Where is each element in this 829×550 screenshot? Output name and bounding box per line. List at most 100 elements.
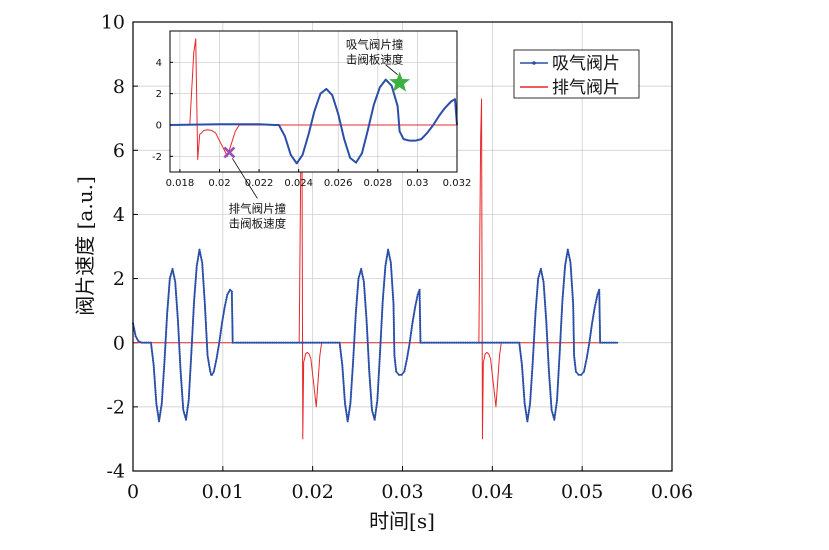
main-series-intake-point [360, 270, 363, 273]
main-series-intake-point [204, 323, 207, 326]
main-series-intake-point [164, 335, 167, 338]
main-series-intake-point [163, 365, 166, 368]
inset-y-tick-labels: -2 0 2 4 [152, 58, 162, 163]
main-series-intake-point [367, 352, 370, 355]
main-series-intake-point [356, 290, 359, 293]
main-series-intake-point [555, 399, 559, 402]
main-series-intake-point [383, 280, 386, 283]
main-series-intake-point [218, 341, 221, 344]
main-series-intake-point [166, 306, 169, 309]
star-marker-icon [389, 71, 411, 92]
main-series-intake-point [164, 333, 168, 336]
main-series-intake-point [190, 355, 193, 358]
main-series-intake-point [414, 303, 417, 306]
main-series-intake-point [532, 347, 535, 350]
main-series-intake-point [365, 321, 368, 324]
main-series-intake-point [192, 306, 195, 309]
main-series-intake-point [166, 303, 169, 307]
main-series-intake-point [160, 400, 163, 403]
annotation-text-exhaust-impact: 排气阀片撞 [229, 201, 287, 215]
main-series-intake-point [441, 341, 444, 344]
main-series-intake-point [356, 288, 359, 291]
main-series-intake-point [163, 351, 166, 354]
main-series-intake-point [392, 327, 396, 330]
main-series-intake-point [358, 275, 361, 278]
main-series-intake-point [381, 306, 384, 309]
main-series-intake-point [379, 335, 382, 338]
main-series-intake-point [573, 356, 576, 359]
main-y-tick-label: 0 [113, 332, 125, 354]
main-series-intake-point [548, 386, 552, 389]
main-series-intake-point [550, 402, 553, 405]
main-series-intake-point [393, 359, 396, 362]
main-series-intake-point [352, 360, 355, 364]
main-series-intake-point [419, 335, 422, 338]
main-series-intake-point [375, 404, 378, 407]
main-series-intake-point [418, 288, 421, 291]
main-series-intake-point [344, 404, 347, 407]
main-series-intake-point [178, 341, 181, 344]
main-series-intake-point [527, 413, 530, 416]
main-series-intake-point [493, 341, 496, 344]
main-series-intake-point [186, 409, 189, 412]
main-series-intake-point [593, 306, 596, 309]
main-series-intake-point [169, 275, 172, 278]
main-series-intake-point [380, 317, 383, 320]
main-series-intake-point [175, 296, 178, 299]
main-series-intake-point [343, 400, 346, 403]
main-series-intake-point [239, 341, 242, 344]
main-series-intake-point [205, 338, 208, 341]
main-series-intake-point [520, 357, 523, 360]
main-series-intake-point [419, 319, 422, 322]
main-series-intake-point [547, 370, 550, 373]
main-series-intake-point [561, 293, 564, 296]
main-series-intake-point [418, 295, 421, 298]
main-series-intake-point [189, 362, 192, 365]
main-series-intake-point [550, 404, 553, 407]
main-series-intake-point [341, 373, 345, 376]
main-series-intake-point [409, 334, 412, 337]
main-series-intake-point [377, 371, 380, 375]
main-series-intake-point [175, 303, 178, 306]
main-series-intake-point [522, 389, 525, 392]
main-x-tick-label: 0.01 [202, 481, 244, 503]
main-series-intake-point [572, 327, 575, 330]
main-series-intake-point [521, 375, 524, 378]
main-series-intake-point [160, 404, 163, 407]
main-y-tick-labels: -4 -2 0 2 4 6 8 10 [101, 12, 125, 483]
main-series-intake-point [182, 406, 185, 409]
main-series-intake-point [560, 324, 563, 327]
main-series-intake-point [189, 365, 192, 368]
main-series-intake-point [528, 407, 531, 410]
main-series-intake-point [393, 336, 396, 339]
main-series-intake-point [211, 373, 214, 376]
main-series-intake-point [526, 420, 529, 423]
main-series-intake-point [381, 311, 384, 314]
main-series-intake-point [392, 329, 396, 333]
main-series-intake-point [353, 340, 356, 343]
main-series-intake-point [382, 286, 385, 289]
main-series-intake-point [192, 317, 195, 320]
main-series-intake-point [546, 334, 549, 337]
main-series-intake-point [547, 354, 550, 358]
main-series-intake-point [201, 268, 204, 271]
main-series-intake-point [563, 269, 566, 272]
main-series-intake-point [164, 344, 167, 347]
main-series-intake-point [224, 303, 227, 306]
main-series-intake-point [377, 381, 380, 384]
main-series-intake-point [179, 372, 182, 375]
main-series-intake-point [411, 322, 414, 325]
main-series-intake-point [369, 384, 372, 387]
main-series-intake-point [599, 339, 602, 342]
main-series-intake-point [203, 298, 206, 301]
main-series-intake-point [302, 341, 305, 344]
main-series-intake-point [432, 341, 435, 344]
main-series-intake-point [544, 314, 547, 317]
main-series-intake-point [365, 328, 369, 331]
main-series-intake-point [348, 407, 351, 410]
main-series-intake-point [594, 303, 597, 306]
main-series-intake-point [556, 390, 559, 393]
main-series-intake-point [368, 377, 371, 380]
main-series-intake-point [188, 376, 192, 379]
